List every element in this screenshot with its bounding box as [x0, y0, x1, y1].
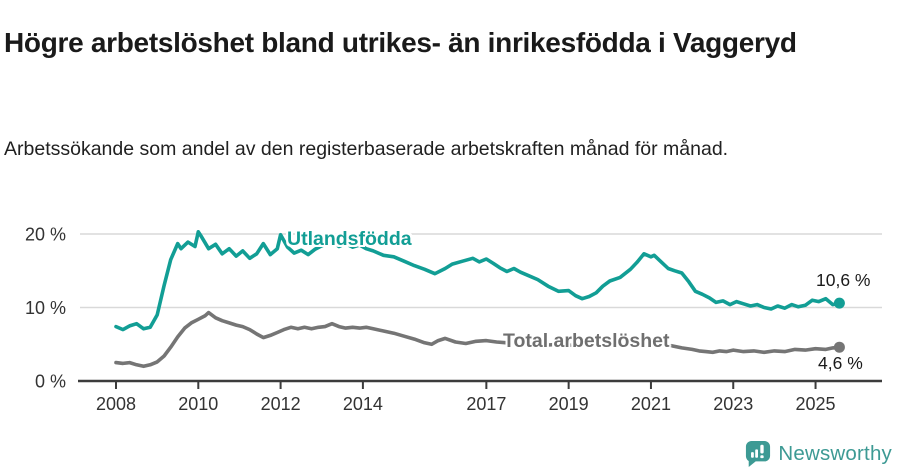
x-tick-label: 2019	[549, 394, 589, 414]
series-endpoint-foreign-born	[833, 297, 845, 309]
newsworthy-logo: Newsworthy	[745, 440, 892, 468]
x-tick-label: 2017	[466, 394, 506, 414]
x-tick-label: 2014	[343, 394, 383, 414]
series-line-total	[114, 310, 842, 369]
newsworthy-logo-text: Newsworthy	[778, 442, 892, 465]
series-label-total-unemployment: Total arbetslöshet	[503, 330, 670, 352]
end-value-foreign-born: 10,6 %	[816, 270, 871, 290]
end-value-total-unemployment: 4,6 %	[818, 353, 863, 373]
x-tick-label: 2008	[96, 394, 136, 414]
x-tick-label: 2025	[796, 394, 836, 414]
y-tick-label: 20 %	[25, 225, 66, 245]
y-tick-label: 10 %	[25, 298, 66, 318]
series-label-foreign-born: Utlandsfödda	[287, 228, 412, 250]
page-title: Högre arbetslöshet bland utrikes- än inr…	[4, 26, 797, 58]
x-tick-label: 2012	[261, 394, 301, 414]
x-tick-label: 2010	[178, 394, 218, 414]
x-tick-label: 2023	[713, 394, 753, 414]
line-chart: 0 % 10 % 20 % 2008 2010 2012 2014 2017 2019 2021 2…	[0, 210, 900, 425]
chart-subtitle: Arbetssökande som andel av den registerb…	[4, 137, 729, 160]
newsworthy-logo-icon	[746, 441, 771, 467]
plot-svg: 0 % 10 % 20 % 2008 2010 2012 2014 2017 2019 2021 2…	[25, 225, 882, 414]
y-tick-label: 0 %	[35, 372, 66, 392]
series-line-foreign-born	[114, 229, 842, 332]
series-endpoint-total	[833, 341, 845, 353]
x-tick-label: 2021	[631, 394, 671, 414]
